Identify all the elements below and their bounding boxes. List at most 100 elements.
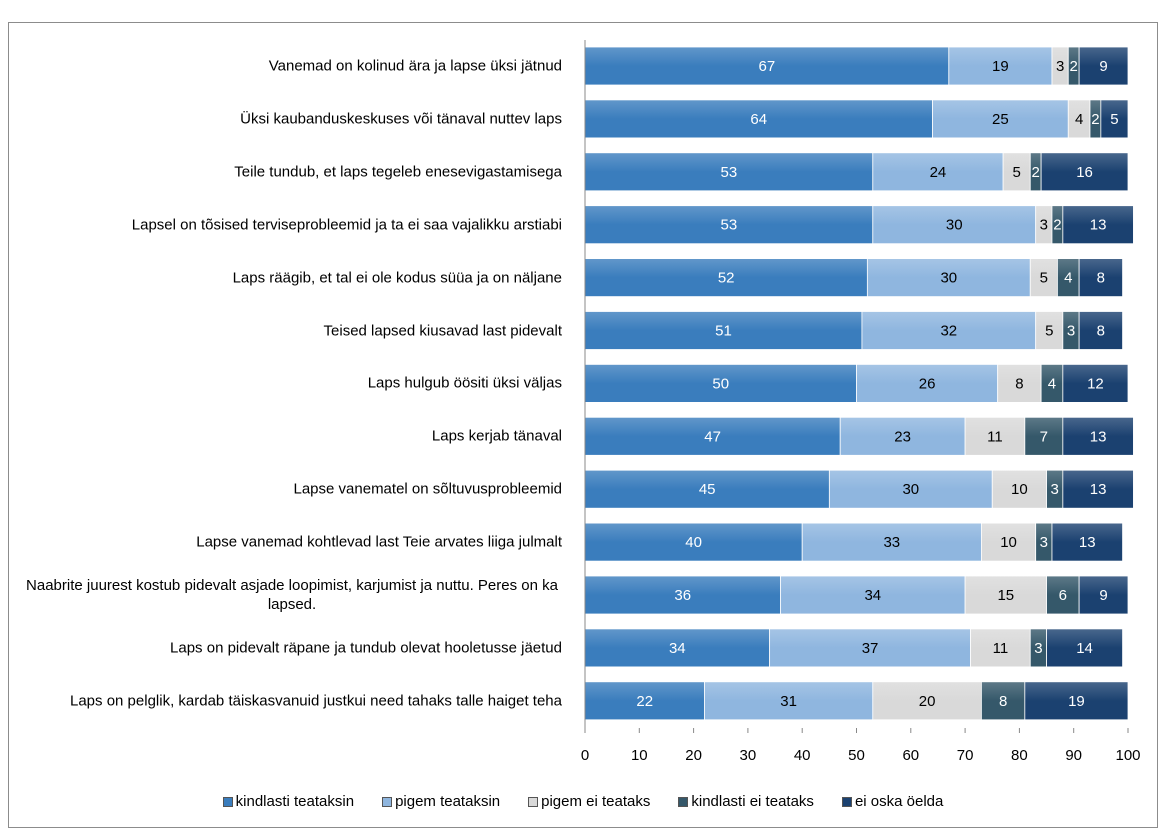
value-label: 9: [1099, 58, 1107, 75]
category-label: Laps on pelglik, kardab täiskasvanuid ju…: [22, 691, 562, 710]
bar-segment: [801, 522, 982, 562]
bar-segment: [780, 575, 966, 615]
value-label: 67: [759, 58, 776, 75]
value-label: 8: [1097, 322, 1105, 339]
bar-segment: [769, 628, 971, 668]
category-label: Laps on pidevalt räpane ja tundub olevat…: [22, 638, 562, 657]
value-label: 34: [864, 587, 881, 604]
value-label: 10: [1011, 481, 1028, 498]
category-text: Laps on pidevalt räpane ja tundub olevat…: [170, 639, 562, 657]
bar-segment: [964, 575, 1047, 615]
bar-segment: [1024, 681, 1129, 721]
legend-label: ei oska öelda: [854, 793, 944, 810]
bar-segment: [1046, 628, 1123, 668]
value-label: 51: [715, 322, 732, 339]
bar-segment: [1100, 99, 1129, 139]
bar-segment: [1078, 311, 1123, 350]
value-label: 19: [1068, 693, 1085, 710]
bar-segment: [964, 416, 1026, 456]
value-label: 10: [1000, 534, 1017, 551]
value-label: 4: [1048, 375, 1056, 392]
bar-segment: [584, 681, 705, 721]
value-label: 8: [999, 693, 1007, 710]
x-tick-label: 0: [581, 747, 589, 764]
bar-segment: [584, 258, 868, 298]
value-label: 19: [992, 58, 1009, 75]
bar-segment: [872, 205, 1037, 245]
category-label: Laps kerjab tänaval: [22, 427, 562, 446]
value-label: 9: [1099, 587, 1107, 604]
bar-segment: [872, 152, 1004, 192]
value-label: 13: [1090, 481, 1107, 498]
bar-segment: [1051, 522, 1123, 562]
category-text: Üksi kaubanduskeskuses või tänaval nutte…: [240, 110, 562, 128]
x-tick-label: 30: [740, 747, 757, 764]
value-label: 2: [1032, 164, 1040, 181]
category-label: Teised lapsed kiusavad last pidevalt: [22, 321, 562, 340]
category-label: Laps räägib, et tal ei ole kodus süüa ja…: [22, 268, 562, 287]
bar-segment: [1062, 205, 1134, 245]
legend-label: kindlasti teataksin: [235, 793, 355, 810]
category-label: Lapse vanematel on sõltuvusprobleemid: [22, 480, 563, 499]
value-label: 8: [1015, 375, 1023, 392]
value-label: 30: [946, 217, 963, 234]
value-label: 4: [1064, 270, 1072, 287]
category-text: Lapse vanematel on sõltuvusprobleemid: [293, 480, 563, 498]
category-text: Laps kerjab tänaval: [431, 427, 562, 445]
category-text: Naabrite juurest kostub pidevalt asjade …: [26, 577, 558, 613]
bar-segment: [584, 575, 781, 615]
value-label: 23: [894, 428, 911, 445]
value-label: 6: [1059, 587, 1067, 604]
value-label: 45: [699, 481, 716, 498]
category-text: Teised lapsed kiusavad last pidevalt: [323, 322, 562, 339]
category-text: Teile tundub, et laps tegeleb enesevigas…: [234, 163, 562, 181]
value-label: 13: [1090, 217, 1107, 234]
legend-swatch: [382, 796, 393, 807]
bar-segment: [828, 469, 993, 509]
bar-segment: [839, 416, 966, 456]
bar-segment: [1062, 363, 1129, 403]
value-label: 33: [883, 534, 900, 551]
bar-segment: [1078, 258, 1123, 298]
bar-segment: [872, 681, 982, 721]
bar-segment: [1078, 575, 1129, 615]
x-tick-label: 50: [848, 747, 865, 764]
category-text: Laps hulgub öösiti üksi väljas: [367, 374, 562, 392]
value-label: 2: [1091, 111, 1099, 128]
value-label: 36: [674, 587, 691, 604]
value-label: 13: [1079, 534, 1096, 551]
value-label: 3: [1067, 322, 1075, 339]
legend-label: pigem ei teataks: [541, 793, 651, 810]
legend-item: kindlasti teataksin: [222, 793, 355, 810]
x-tick-label: 60: [902, 747, 919, 764]
x-tick-label: 10: [631, 747, 648, 764]
value-label: 5: [1045, 322, 1053, 339]
value-label: 50: [712, 375, 729, 392]
value-label: 20: [919, 693, 936, 710]
value-label: 8: [1097, 270, 1105, 287]
x-tick-label: 20: [685, 747, 702, 764]
bar-segment: [704, 681, 874, 721]
x-tick-label: 90: [1065, 747, 1082, 764]
value-label: 2: [1070, 58, 1078, 75]
value-label: 14: [1076, 640, 1093, 657]
legend-swatch: [222, 796, 233, 807]
bar-segment: [980, 522, 1037, 562]
category-text: Lapsel on tõsised terviseprobleemid ja t…: [131, 216, 562, 234]
value-label: 25: [992, 111, 1009, 128]
legend-label: pigem teataksin: [395, 793, 501, 810]
legend-label: kindlasti ei teataks: [691, 793, 814, 810]
bar-segment: [1029, 258, 1058, 298]
category-label: Teile tundub, et laps tegeleb enesevigas…: [22, 162, 562, 181]
value-label: 16: [1076, 164, 1093, 181]
x-tick-label: 70: [957, 747, 974, 764]
category-text: Lapse vanemad kohtlevad last Teie arvate…: [196, 533, 562, 551]
value-label: 32: [940, 322, 957, 339]
bar-segment: [991, 469, 1047, 509]
value-label: 22: [636, 693, 653, 710]
value-label: 34: [669, 640, 686, 657]
value-label: 5: [1040, 270, 1048, 287]
x-tick-label: 100: [1115, 747, 1140, 764]
category-label: Lapsel on tõsised terviseprobleemid ja t…: [22, 215, 562, 234]
value-label: 3: [1051, 481, 1059, 498]
